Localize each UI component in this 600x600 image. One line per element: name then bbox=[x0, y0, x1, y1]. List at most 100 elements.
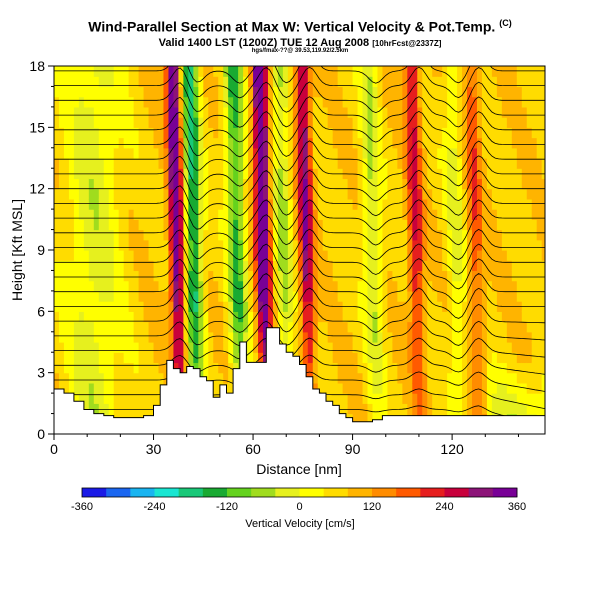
velocity-cell bbox=[332, 178, 339, 190]
velocity-cell bbox=[506, 311, 513, 323]
velocity-cell bbox=[491, 106, 498, 118]
velocity-cell bbox=[412, 331, 418, 343]
velocity-cell bbox=[258, 137, 264, 149]
velocity-cell bbox=[372, 178, 379, 190]
velocity-cell bbox=[327, 117, 334, 128]
velocity-cell bbox=[437, 403, 443, 415]
velocity-cell bbox=[362, 229, 369, 241]
velocity-cell bbox=[93, 209, 100, 220]
velocity-cell bbox=[417, 76, 423, 88]
velocity-cell bbox=[168, 188, 175, 200]
velocity-cell bbox=[302, 229, 309, 241]
velocity-cell bbox=[491, 301, 498, 312]
velocity-cell bbox=[531, 260, 538, 272]
velocity-cell bbox=[521, 219, 528, 231]
velocity-cell bbox=[113, 250, 120, 261]
velocity-cell bbox=[58, 147, 65, 159]
velocity-cell bbox=[277, 260, 284, 272]
velocity-cell bbox=[113, 362, 120, 374]
velocity-cell bbox=[407, 250, 413, 261]
colorbar-swatch bbox=[82, 488, 107, 497]
velocity-cell bbox=[536, 229, 543, 241]
velocity-cell bbox=[113, 342, 120, 353]
velocity-cell bbox=[476, 250, 483, 261]
velocity-cell bbox=[118, 188, 125, 200]
velocity-cell bbox=[208, 362, 214, 374]
velocity-cell bbox=[83, 86, 90, 98]
velocity-cell bbox=[138, 280, 145, 292]
velocity-cell bbox=[148, 311, 155, 323]
velocity-cell bbox=[233, 198, 239, 210]
velocity-cell bbox=[118, 362, 125, 374]
velocity-cell bbox=[148, 362, 155, 374]
velocity-cell bbox=[427, 66, 433, 77]
velocity-cell bbox=[452, 362, 458, 374]
velocity-cell bbox=[223, 290, 229, 302]
colorbar-swatch bbox=[444, 488, 470, 497]
velocity-cell bbox=[168, 158, 175, 169]
velocity-cell bbox=[327, 239, 334, 251]
velocity-cell bbox=[506, 158, 513, 169]
velocity-cell bbox=[63, 229, 70, 241]
velocity-cell bbox=[506, 229, 513, 241]
velocity-cell bbox=[83, 270, 90, 282]
velocity-cell bbox=[437, 229, 443, 241]
velocity-cell bbox=[467, 219, 473, 231]
colorbar-swatch bbox=[251, 488, 276, 497]
velocity-cell bbox=[173, 198, 180, 210]
velocity-cell bbox=[442, 321, 448, 333]
velocity-cell bbox=[133, 290, 140, 302]
velocity-cell bbox=[377, 270, 384, 282]
velocity-cell bbox=[541, 86, 545, 98]
velocity-cell bbox=[78, 158, 85, 169]
velocity-cell bbox=[407, 188, 413, 200]
velocity-cell bbox=[496, 239, 503, 251]
velocity-cell bbox=[362, 209, 369, 220]
velocity-cell bbox=[357, 393, 364, 404]
velocity-cell bbox=[312, 321, 319, 333]
velocity-cell bbox=[133, 311, 140, 323]
theta-contour-line bbox=[54, 169, 545, 202]
velocity-cell bbox=[332, 188, 339, 200]
velocity-cell bbox=[412, 168, 418, 180]
velocity-cell bbox=[128, 382, 135, 394]
velocity-cell bbox=[243, 86, 249, 98]
velocity-cell bbox=[54, 86, 60, 98]
velocity-cell bbox=[457, 250, 463, 261]
velocity-cell bbox=[312, 117, 319, 128]
velocity-cell bbox=[123, 321, 130, 333]
velocity-cell bbox=[238, 188, 244, 200]
velocity-cell bbox=[516, 188, 523, 200]
velocity-cell bbox=[253, 86, 259, 98]
velocity-cell bbox=[317, 168, 324, 180]
velocity-cell bbox=[442, 147, 448, 159]
velocity-cell bbox=[362, 331, 369, 343]
velocity-cell bbox=[93, 76, 100, 88]
velocity-cell bbox=[481, 76, 488, 88]
velocity-cell bbox=[173, 250, 180, 261]
velocity-cell bbox=[457, 229, 463, 241]
velocity-cell bbox=[476, 382, 483, 394]
velocity-cell bbox=[68, 250, 75, 261]
velocity-cell bbox=[506, 290, 513, 302]
velocity-cell bbox=[248, 209, 254, 220]
velocity-cell bbox=[163, 362, 170, 374]
velocity-cell bbox=[392, 117, 398, 128]
velocity-cell bbox=[123, 270, 130, 282]
velocity-cell bbox=[98, 178, 105, 190]
velocity-cell bbox=[332, 76, 339, 88]
velocity-cell bbox=[462, 106, 468, 118]
velocity-cell bbox=[317, 86, 324, 98]
velocity-cell bbox=[506, 147, 513, 159]
velocity-cell bbox=[213, 168, 219, 180]
velocity-cell bbox=[287, 178, 294, 190]
velocity-cell bbox=[113, 260, 120, 272]
velocity-cell bbox=[447, 86, 453, 98]
velocity-cell bbox=[457, 66, 463, 77]
velocity-cell bbox=[68, 96, 75, 108]
velocity-cell bbox=[342, 342, 349, 353]
velocity-cell bbox=[173, 66, 180, 77]
velocity-cell bbox=[496, 270, 503, 282]
velocity-cell bbox=[183, 239, 189, 251]
velocity-cell bbox=[98, 311, 105, 323]
